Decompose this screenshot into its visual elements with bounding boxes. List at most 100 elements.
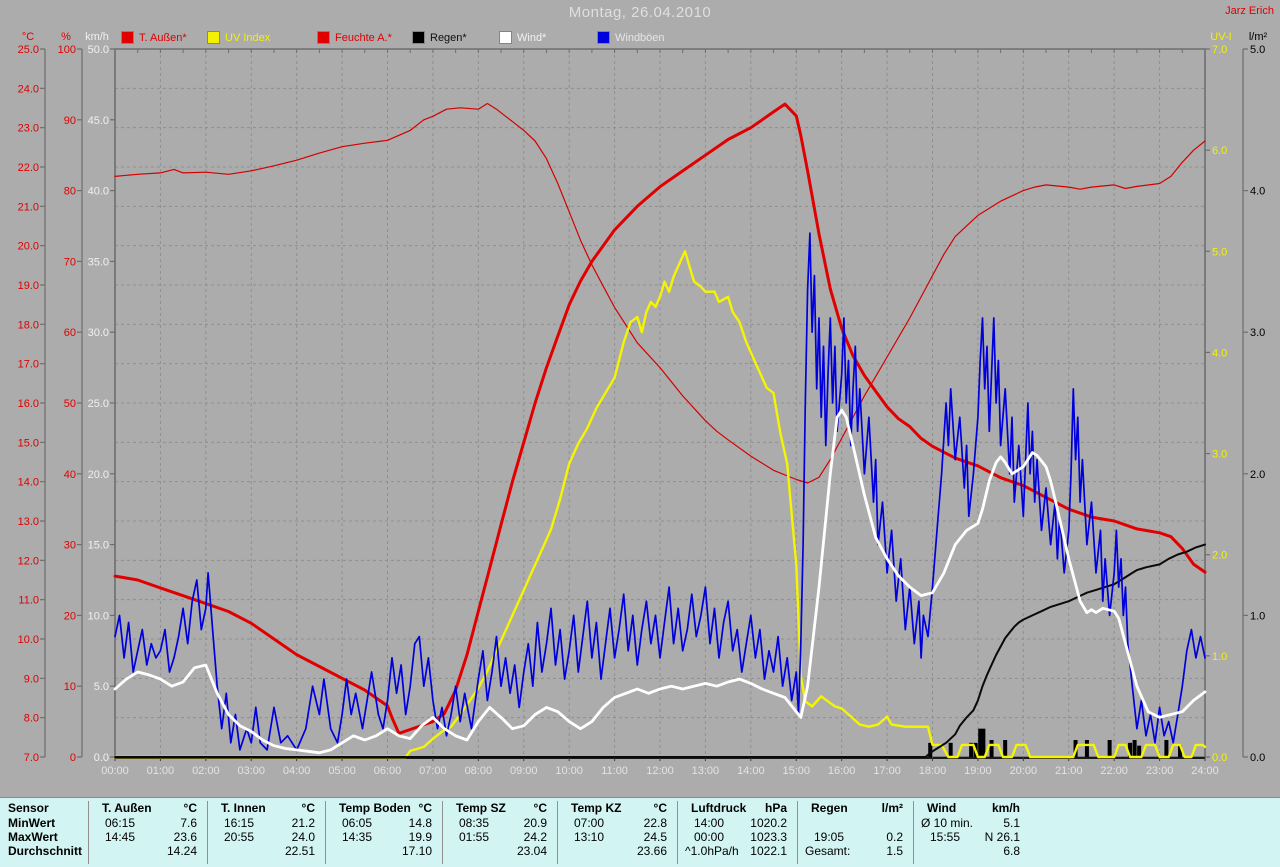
x-axis-label: 14:00 bbox=[737, 765, 765, 777]
temp-axis-tick-label: 18.0 bbox=[18, 319, 39, 331]
x-axis-label: 23:00 bbox=[1146, 765, 1174, 777]
rain-bar bbox=[989, 740, 994, 757]
x-axis-label: 07:00 bbox=[419, 765, 447, 777]
legend-swatch bbox=[597, 31, 610, 44]
x-axis-label: 01:00 bbox=[147, 765, 175, 777]
uv-axis-tick-label: 3.0 bbox=[1212, 449, 1227, 461]
series-t-au-en bbox=[113, 102, 1207, 735]
humidity-axis-tick-label: 30 bbox=[64, 540, 76, 552]
humidity-axis-tick-label: 20 bbox=[64, 610, 76, 622]
temp-axis-tick-label: 9.0 bbox=[24, 673, 39, 685]
temp-axis-tick-label: 12.0 bbox=[18, 555, 39, 567]
legend-swatch bbox=[412, 31, 425, 44]
legend-label: Feuchte A.* bbox=[335, 31, 392, 44]
table-row-label: Durchschnitt bbox=[8, 844, 83, 858]
x-axis-label: 24:00 bbox=[1191, 765, 1219, 777]
series-wind bbox=[113, 408, 1207, 755]
table-separator bbox=[325, 801, 326, 864]
legend-swatch bbox=[499, 31, 512, 44]
table-cell-time: 06:05 bbox=[342, 816, 373, 830]
table-cell-value: 22.51 bbox=[284, 844, 315, 858]
table-cell-time: 08:35 bbox=[459, 816, 490, 830]
x-axis-label: 18:00 bbox=[919, 765, 947, 777]
rain-bar bbox=[1137, 745, 1142, 757]
table-cell-time: Gesamt: bbox=[805, 844, 851, 858]
temp-axis-tick-label: 13.0 bbox=[18, 516, 39, 528]
table-col-header: Wind bbox=[927, 801, 957, 815]
x-axis-label: 12:00 bbox=[646, 765, 674, 777]
series-feuchte-a- bbox=[114, 102, 1206, 484]
rain-bar bbox=[969, 742, 974, 757]
temp-axis-tick-label: 19.0 bbox=[18, 280, 39, 292]
x-axis-label: 03:00 bbox=[237, 765, 265, 777]
wind-axis-tick-label: 5.0 bbox=[94, 681, 109, 693]
table-cell-value: 19.9 bbox=[408, 830, 432, 844]
wind-axis-tick-label: 15.0 bbox=[88, 540, 109, 552]
x-axis-label: 21:00 bbox=[1055, 765, 1083, 777]
table-cell-value: 22.8 bbox=[643, 816, 667, 830]
legend-item-3: Feuchte A.* bbox=[317, 31, 392, 44]
table-cell-value: 23.66 bbox=[636, 844, 667, 858]
table-cell-value: 23.04 bbox=[516, 844, 547, 858]
rain-axis-tick-label: 2.0 bbox=[1250, 469, 1265, 481]
wind-axis-tick-label: 20.0 bbox=[88, 469, 109, 481]
table-cell-value: 23.6 bbox=[173, 830, 197, 844]
rain-bar bbox=[1132, 740, 1137, 757]
table-separator bbox=[913, 801, 914, 864]
table-row-label: Sensor bbox=[8, 801, 49, 815]
rain-bar bbox=[948, 742, 953, 757]
wind-axis-title: km/h bbox=[85, 31, 109, 43]
legend-swatch bbox=[207, 31, 220, 44]
legend-item-4: Regen* bbox=[412, 31, 467, 44]
table-cell-value: 6.8 bbox=[1003, 844, 1020, 858]
humidity-axis-tick-label: 70 bbox=[64, 256, 76, 268]
table-cell-time: 15:55 bbox=[930, 830, 961, 844]
table-cell-time: 07:00 bbox=[574, 816, 605, 830]
table-cell-value: 1020.2 bbox=[750, 816, 787, 830]
legend-swatch bbox=[317, 31, 330, 44]
table-cell-value: 5.1 bbox=[1003, 816, 1020, 830]
table-cell-value: 14.8 bbox=[408, 816, 432, 830]
x-axis-label: 10:00 bbox=[555, 765, 583, 777]
chart-legend: T. Außen* UV Index Feuchte A.* Regen* Wind* W… bbox=[0, 0, 1280, 48]
uv-axis-tick-label: 6.0 bbox=[1212, 145, 1227, 157]
humidity-axis-tick-label: 10 bbox=[64, 681, 76, 693]
x-axis-label: 11:00 bbox=[601, 765, 628, 777]
legend-label: Wind* bbox=[517, 31, 547, 44]
table-col-header: Luftdruck bbox=[691, 801, 747, 815]
table-separator bbox=[88, 801, 89, 864]
table-separator bbox=[557, 801, 558, 864]
x-axis-label: 05:00 bbox=[328, 765, 356, 777]
wind-axis-tick-label: 35.0 bbox=[88, 256, 109, 268]
temp-axis-tick-label: 20.0 bbox=[18, 241, 39, 253]
temp-axis-tick-label: 10.0 bbox=[18, 634, 39, 646]
uv-axis-tick-label: 4.0 bbox=[1212, 347, 1227, 359]
temp-axis-tick-label: 15.0 bbox=[18, 437, 39, 449]
table-cell-time: 16:15 bbox=[224, 816, 255, 830]
table-cell-value: 24.0 bbox=[291, 830, 315, 844]
uv-axis-tick-label: 1.0 bbox=[1212, 651, 1227, 663]
table-cell-time: 01:55 bbox=[459, 830, 490, 844]
temp-axis-tick-label: 25.0 bbox=[18, 44, 39, 56]
table-cell-value: 1023.3 bbox=[750, 830, 787, 844]
x-axis-label: 19:00 bbox=[964, 765, 992, 777]
temp-axis-tick-label: 11.0 bbox=[18, 595, 39, 607]
legend-label: T. Außen* bbox=[139, 31, 187, 44]
legend-item-2: UV Index bbox=[207, 31, 270, 44]
uv-axis-title: UV-I bbox=[1210, 31, 1231, 43]
table-cell-value: 24.2 bbox=[523, 830, 547, 844]
temp-axis-tick-label: 21.0 bbox=[18, 201, 39, 213]
rain-bar bbox=[1164, 740, 1169, 757]
x-axis-label: 15:00 bbox=[782, 765, 810, 777]
temp-axis-tick-label: 17.0 bbox=[18, 359, 39, 371]
temp-axis-title: °C bbox=[22, 31, 34, 43]
table-cell-time: Ø 10 min. bbox=[921, 816, 974, 830]
x-axis-label: 04:00 bbox=[283, 765, 311, 777]
humidity-axis-tick-label: 60 bbox=[64, 327, 76, 339]
table-col-unit: °C bbox=[301, 801, 315, 815]
table-cell-time: 20:55 bbox=[224, 830, 255, 844]
table-cell-value: 1.5 bbox=[886, 844, 903, 858]
table-col-unit: l/m² bbox=[881, 801, 903, 815]
humidity-axis-tick-label: 90 bbox=[64, 115, 76, 127]
